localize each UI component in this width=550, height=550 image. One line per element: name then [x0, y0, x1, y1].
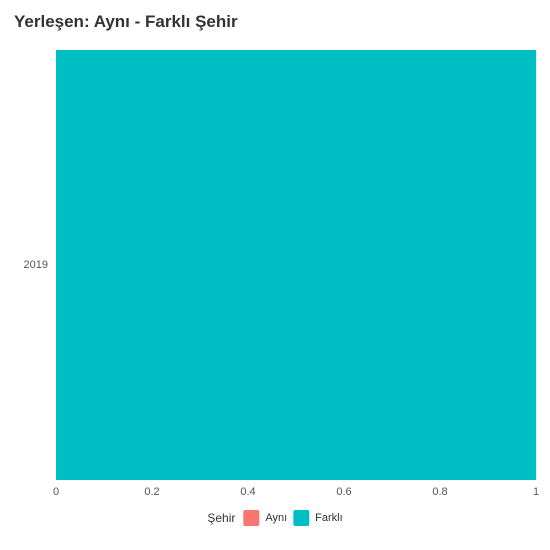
legend-label-ayni: Aynı	[265, 512, 287, 524]
plot-area: 2019	[56, 50, 536, 480]
x-tick-label: 0.2	[144, 486, 159, 498]
x-tick-label: 0.6	[336, 486, 351, 498]
x-tick-label: 0.4	[240, 486, 255, 498]
x-tick-label: 1	[533, 486, 539, 498]
bar-farklı	[56, 50, 536, 480]
y-tick-label: 2019	[24, 259, 56, 271]
legend: Şehir Aynı Farklı	[207, 510, 342, 526]
chart-title: Yerleşen: Aynı - Farklı Şehir	[14, 12, 238, 32]
x-gridline	[536, 50, 537, 480]
x-tick-label: 0	[53, 486, 59, 498]
legend-title: Şehir	[207, 511, 235, 525]
legend-swatch-ayni	[243, 510, 259, 526]
x-tick-label: 0.8	[432, 486, 447, 498]
legend-label-farkli: Farklı	[315, 512, 343, 524]
legend-swatch-farkli	[293, 510, 309, 526]
